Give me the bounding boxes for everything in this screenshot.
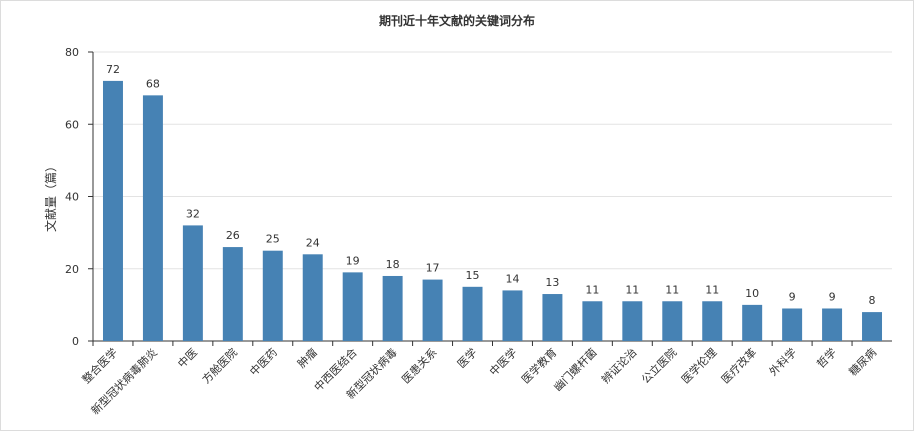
- value-label: 8: [869, 294, 876, 307]
- y-tick-labels: 0 20 40 60 80: [65, 46, 93, 348]
- value-label: 18: [386, 258, 400, 271]
- value-label: 17: [426, 262, 440, 275]
- bar: [462, 286, 483, 341]
- y-tick-label: 20: [65, 263, 79, 276]
- chart-title: 期刊近十年文献的关键词分布: [378, 14, 535, 28]
- bar: [422, 279, 443, 341]
- value-label: 9: [829, 290, 836, 303]
- bar: [342, 272, 363, 341]
- value-label: 11: [705, 283, 719, 296]
- x-tick-label: 公立医院: [638, 345, 679, 386]
- bar: [542, 294, 563, 341]
- value-label: 25: [266, 233, 280, 246]
- bar: [262, 250, 283, 341]
- bar: [622, 301, 643, 341]
- x-tick-label: 中医学: [486, 345, 519, 378]
- value-label: 32: [186, 207, 200, 220]
- x-tick-label: 肿瘤: [294, 345, 319, 370]
- value-label: 13: [545, 276, 559, 289]
- value-label: 24: [306, 236, 320, 249]
- x-tick-label: 外科学: [766, 345, 799, 378]
- x-tick-label: 医疗改革: [718, 345, 759, 386]
- y-tick-label: 80: [65, 46, 79, 59]
- x-tick-label: 中医: [175, 346, 200, 371]
- bar: [822, 308, 843, 341]
- x-tick-label: 医患关系: [399, 345, 440, 386]
- x-tick-label: 医学: [454, 345, 479, 370]
- bars: [102, 80, 883, 342]
- x-tick-label: 医学教育: [519, 345, 560, 386]
- value-label: 11: [665, 283, 679, 296]
- value-label: 19: [346, 254, 360, 267]
- value-labels: 72 68 32 26 25 24 19 18 17 15 14 13 11 11 11 11 10 9 9 8: [106, 63, 876, 307]
- bar: [222, 247, 243, 341]
- x-tick-label: 辨证论治: [598, 345, 639, 386]
- y-tick-label: 40: [65, 191, 79, 204]
- grid-lines: [93, 51, 892, 270]
- value-label: 11: [585, 283, 599, 296]
- bar: [782, 308, 803, 341]
- x-tick-label: 中医药: [247, 346, 280, 379]
- bar: [182, 225, 203, 341]
- value-label: 11: [625, 283, 639, 296]
- value-label: 15: [466, 269, 480, 282]
- value-label: 26: [226, 229, 240, 242]
- bar: [582, 301, 603, 341]
- value-label: 72: [106, 63, 120, 76]
- value-label: 14: [505, 272, 519, 285]
- bar: [702, 301, 723, 341]
- y-axis-label: 文献量（篇）: [43, 160, 58, 232]
- bar: [142, 95, 163, 341]
- bar: [302, 254, 323, 341]
- bar: [502, 290, 523, 341]
- y-tick-label: 60: [65, 118, 79, 131]
- x-tick-label: 整合医学: [79, 345, 120, 386]
- x-tick-label: 新型冠状病毒肺炎: [88, 345, 160, 417]
- value-label: 10: [745, 287, 759, 300]
- bar: [382, 275, 403, 341]
- value-label: 68: [146, 77, 160, 90]
- value-label: 9: [789, 290, 796, 303]
- bar: [662, 301, 683, 341]
- x-tick-label: 幽门螺杆菌: [551, 345, 600, 394]
- y-tick-label: 0: [72, 335, 79, 348]
- x-tick-label: 医学伦理: [678, 345, 719, 386]
- x-tick-label: 哲学: [814, 345, 839, 370]
- bar: [742, 304, 763, 341]
- bar: [862, 312, 883, 341]
- x-tick-label: 糖尿病: [846, 345, 879, 378]
- bar: [102, 80, 123, 342]
- x-tick-label: 方舱医院: [199, 345, 240, 386]
